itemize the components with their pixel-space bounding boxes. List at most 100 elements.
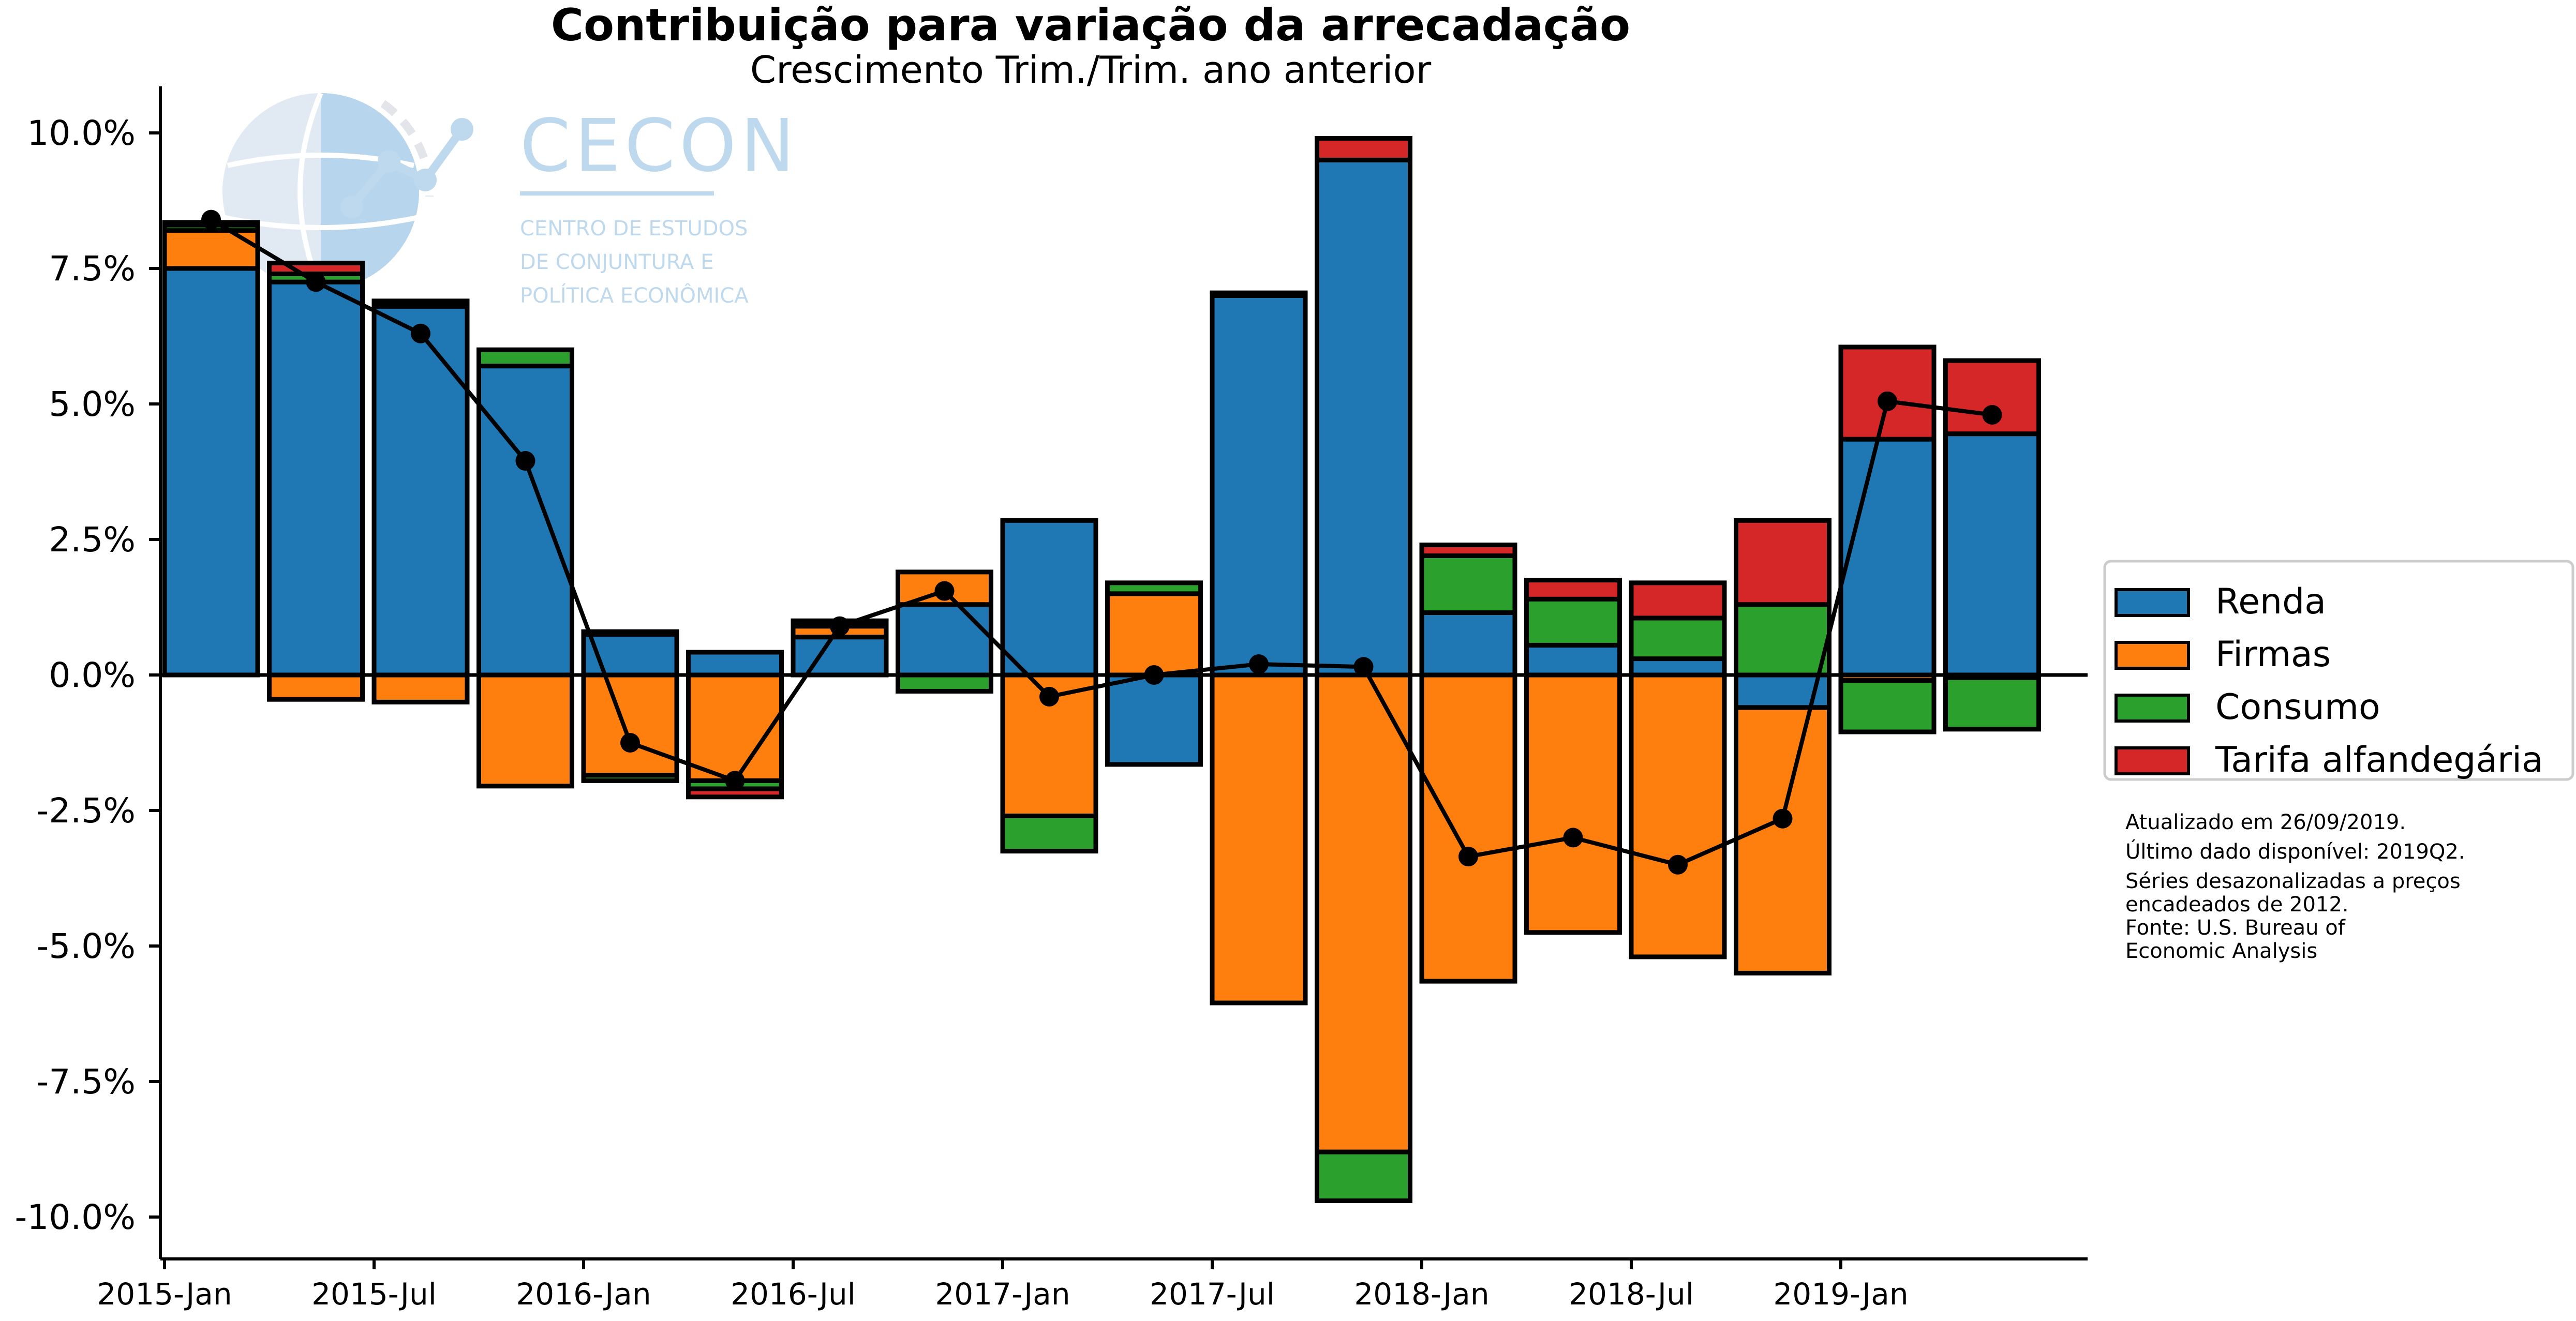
bar-consumo-2019-Apr [1943, 675, 2041, 732]
legend-swatch [2115, 694, 2190, 723]
bar-group-2016-Jan [581, 629, 679, 783]
bar-firmas-2017-Jul [1210, 672, 1308, 1005]
bar-consumo-2017-Jan [1000, 813, 1098, 854]
bar-renda-2015-Jan [162, 266, 260, 678]
chart-title: Contribuição para variação da arrecadaçã… [551, 0, 1630, 51]
y-tick-label: 10.0% [27, 113, 136, 153]
x-tick-label: 2019-Jan [1773, 1277, 1908, 1312]
bar-renda-2018-Jul [1629, 656, 1727, 678]
note-line-3: Séries desazonalizadas a preços [2125, 869, 2461, 893]
bar-firmas-2017-Apr [1105, 591, 1203, 678]
bar-renda-2015-Apr [267, 279, 365, 678]
total-point-2016-Oct [934, 581, 955, 601]
bar-renda-2019-Jan [1838, 437, 1937, 678]
x-tick-label: 2018-Jul [1569, 1277, 1694, 1312]
y-tick-label: 2.5% [49, 520, 136, 560]
bar-consumo-2018-Apr [1524, 596, 1622, 648]
y-tick-label: -2.5% [37, 791, 136, 831]
bar-renda-2015-Oct [477, 364, 574, 678]
total-point-2017-Apr [1144, 665, 1164, 685]
bar-renda-2018-Apr [1524, 642, 1622, 678]
bar-renda-2016-Apr [686, 650, 784, 678]
bar-firmas-2016-Apr [686, 672, 784, 783]
x-tick-label: 2015-Jan [97, 1277, 232, 1312]
watermark-line-3: POLÍTICA ECONÔMICA [520, 283, 749, 308]
bar-consumo-2015-Oct [477, 347, 574, 369]
bar-renda-2016-Oct [896, 602, 993, 678]
bar-firmas-2015-Oct [477, 672, 574, 789]
bar-consumo-2018-Oct [1734, 602, 1832, 678]
legend-label: Tarifa alfandegária [2215, 740, 2543, 780]
legend-swatch [2115, 588, 2190, 617]
y-tick-label: -5.0% [37, 926, 136, 966]
bar-firmas-2015-Jul [371, 672, 470, 704]
x-tick-label: 2018-Jan [1354, 1277, 1489, 1312]
legend-frame [2103, 560, 2574, 781]
watermark-line-1: CENTRO DE ESTUDOS [520, 217, 748, 241]
bar-group-2015-Jul [371, 298, 470, 704]
note-line-1: Atualizado em 26/09/2019. [2125, 810, 2406, 834]
bar-consumo-2019-Jan [1838, 678, 1937, 734]
bar-group-2016-Apr [686, 650, 784, 800]
x-tick-label: 2017-Jan [935, 1277, 1070, 1312]
bar-firmas-2018-Jul [1629, 672, 1727, 959]
total-line [210, 218, 1993, 867]
total-point-2018-Apr [1563, 828, 1583, 848]
total-point-2018-Jan [1458, 847, 1478, 867]
bar-tarifa-alfandeg-ria-2016-Jan [581, 629, 679, 637]
bar-renda-2019-Apr [1943, 431, 2041, 678]
watermark-logo: CECON CENTRO DE ESTUDOS DE CONJUNTURA E … [221, 92, 799, 308]
bar-consumo-2017-Oct [1315, 1149, 1412, 1204]
bar-renda-2015-Jul [371, 304, 470, 678]
bar-group-2017-Oct [1315, 136, 1412, 1204]
note-line-2: Último dado disponível: 2019Q2. [2125, 839, 2465, 864]
watermark-title: CECON [520, 104, 799, 188]
bar-tarifa-alfandeg-ria-2015-Jul [371, 298, 470, 306]
total-point-2015-Jan [201, 209, 221, 230]
bar-renda-2017-Oct [1315, 157, 1412, 678]
total-line-layer [201, 209, 2002, 875]
y-tick-label: 0.0% [49, 655, 136, 695]
x-tick-label: 2015-Jul [311, 1277, 437, 1312]
bar-renda-2017-Jan [1000, 518, 1098, 678]
bar-renda-2016-Jul [791, 635, 889, 678]
x-tick-label: 2016-Jul [731, 1277, 856, 1312]
total-point-2016-Apr [725, 771, 745, 791]
bar-consumo-2016-Oct [896, 672, 993, 694]
bar-group-2015-Apr [267, 261, 365, 702]
watermark-line-2: DE CONJUNTURA E [520, 250, 713, 274]
legend: Renda Firmas Consumo Tarifa alfandegária [2103, 560, 2574, 781]
bar-renda-2017-Jul [1210, 293, 1308, 678]
legend-swatch [2115, 641, 2190, 670]
bar-tarifa-alfandeg-ria-2017-Oct [1315, 136, 1412, 162]
legend-entries: Renda Firmas Consumo Tarifa alfandegária [2115, 581, 2543, 780]
y-tick-label: -7.5% [37, 1062, 136, 1102]
total-point-2017-Jan [1039, 686, 1059, 707]
bar-group-2015-Oct [477, 347, 574, 789]
x-tick-label: 2016-Jan [516, 1277, 651, 1312]
x-axis-ticks: 2015-Jan 2015-Jul 2016-Jan 2016-Jul 2017-Jan… [97, 1259, 1909, 1312]
bar-consumo-2016-Jan [581, 773, 679, 783]
total-point-2017-Oct [1353, 657, 1374, 677]
bar-tarifa-alfandeg-ria-2018-Apr [1524, 578, 1622, 602]
bar-group-2018-Jan [1419, 542, 1517, 984]
bar-tarifa-alfandeg-ria-2019-Apr [1943, 358, 2041, 437]
bar-group-2017-Apr [1105, 580, 1203, 767]
total-point-2018-Oct [1773, 808, 1793, 829]
y-axis-ticks: 10.0% 7.5% 5.0% 2.5% 0.0% -2.5% -5.0% -7.5% -10.… [15, 113, 160, 1237]
legend-label: Renda [2215, 581, 2326, 622]
bar-firmas-2016-Jan [581, 672, 679, 778]
total-point-2015-Apr [306, 272, 326, 292]
bar-consumo-2018-Jul [1629, 616, 1727, 662]
bar-firmas-2018-Apr [1524, 672, 1622, 935]
total-point-2015-Jul [411, 323, 430, 343]
y-tick-label: 7.5% [49, 249, 136, 289]
bar-group-2015-Jan [162, 220, 260, 678]
total-point-2019-Jan [1878, 391, 1897, 411]
y-tick-label: -10.0% [15, 1197, 136, 1237]
bar-group-2018-Oct [1734, 518, 1832, 975]
total-point-2016-Jul [830, 616, 850, 636]
bar-consumo-2018-Jan [1419, 553, 1517, 615]
trend-line-icon [348, 127, 466, 210]
